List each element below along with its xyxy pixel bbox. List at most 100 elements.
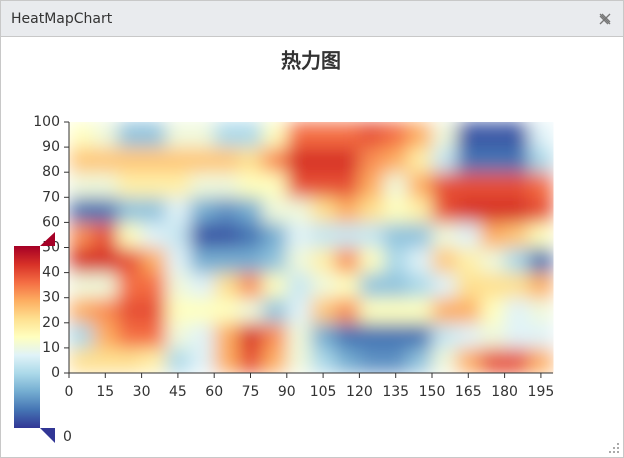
heat-cell [311, 297, 336, 324]
heat-cell [214, 297, 239, 324]
heat-cell [504, 147, 530, 173]
heat-cell [190, 172, 215, 198]
heat-cell [238, 272, 264, 299]
heat-cell [528, 172, 554, 198]
heat-cell [238, 322, 264, 349]
heat-cell [311, 347, 336, 374]
heat-cell [432, 122, 457, 148]
y-tick-label: 10 [42, 340, 60, 356]
heat-cell [141, 172, 167, 198]
heat-cell [359, 122, 385, 148]
heat-cell [456, 247, 481, 274]
heat-cell [262, 247, 288, 274]
visual-map-handle-bottom [40, 428, 55, 443]
heat-cell [407, 272, 433, 299]
heat-cell [117, 197, 143, 223]
heat-cell [190, 272, 215, 299]
heat-cell [238, 172, 264, 198]
heat-cell [528, 222, 554, 248]
heat-cell [190, 247, 215, 274]
heat-cell [311, 147, 336, 173]
heat-cell [214, 347, 239, 374]
heat-cell [69, 222, 94, 248]
heat-cell [504, 172, 530, 198]
x-tick-label: 75 [242, 384, 260, 400]
heat-cell [117, 347, 143, 374]
heat-cell [407, 222, 433, 248]
heat-cell [165, 172, 191, 198]
heat-cell [456, 147, 481, 173]
heat-cell [214, 197, 239, 223]
heat-cell [165, 247, 191, 274]
heat-cell [383, 297, 409, 324]
heat-cell [480, 272, 506, 299]
heat-cell [214, 322, 239, 349]
heat-cell [286, 147, 312, 173]
heat-cell [69, 297, 94, 324]
resize-grip[interactable] [609, 443, 619, 453]
heat-cell [69, 122, 94, 148]
heat-cell [335, 122, 360, 148]
heat-cell [117, 297, 143, 324]
heat-cell [141, 247, 167, 274]
y-tick-label: 80 [42, 164, 60, 180]
heat-cell [117, 272, 143, 299]
heat-cell [359, 347, 385, 374]
heat-cell [407, 147, 433, 173]
heat-cell [311, 172, 336, 198]
heat-cell [335, 322, 360, 349]
y-tick-label: 40 [42, 265, 60, 281]
heat-cell [383, 247, 409, 274]
heat-cell [504, 222, 530, 248]
heat-cell [238, 247, 264, 274]
heat-cell [93, 347, 118, 374]
heat-cell [528, 272, 554, 299]
y-tick-label: 70 [42, 189, 60, 205]
heat-cell [311, 122, 336, 148]
heat-cell [407, 172, 433, 198]
heat-cell [238, 147, 264, 173]
heat-cell [214, 272, 239, 299]
heat-cell [69, 347, 94, 374]
heat-cell [93, 272, 118, 299]
x-tick-label: 30 [133, 384, 151, 400]
y-tick-label: 100 [33, 114, 60, 130]
heat-cell [480, 347, 506, 374]
heat-cell [165, 197, 191, 223]
heat-cell [141, 122, 167, 148]
heat-cell [214, 122, 239, 148]
x-tick-label: 60 [205, 384, 223, 400]
heat-cell [528, 197, 554, 223]
heat-cell [407, 322, 433, 349]
heat-cell [432, 297, 457, 324]
close-button[interactable] [599, 13, 611, 25]
y-tick-label: 60 [42, 214, 60, 230]
heat-cell [383, 322, 409, 349]
heat-cell [117, 247, 143, 274]
heat-cell [165, 347, 191, 374]
heat-cell [93, 197, 118, 223]
x-tick-label: 120 [346, 384, 373, 400]
heat-cell [117, 322, 143, 349]
heat-cell [504, 122, 530, 148]
heat-cell [93, 297, 118, 324]
heat-cell [262, 172, 288, 198]
heat-cell [141, 297, 167, 324]
heat-cell [262, 222, 288, 248]
heat-cell [456, 197, 481, 223]
heat-cell [286, 297, 312, 324]
heat-cell [335, 347, 360, 374]
heat-cell [190, 222, 215, 248]
x-tick-label: 180 [491, 384, 518, 400]
heat-cell [141, 222, 167, 248]
heat-cell [214, 222, 239, 248]
heat-cell [311, 247, 336, 274]
heat-cell [117, 222, 143, 248]
heat-cell [117, 122, 143, 148]
visual-map-min-label: 0 [63, 429, 72, 445]
heat-cell [456, 322, 481, 349]
heat-cell [165, 322, 191, 349]
heat-cell [359, 297, 385, 324]
heat-cell [504, 347, 530, 374]
